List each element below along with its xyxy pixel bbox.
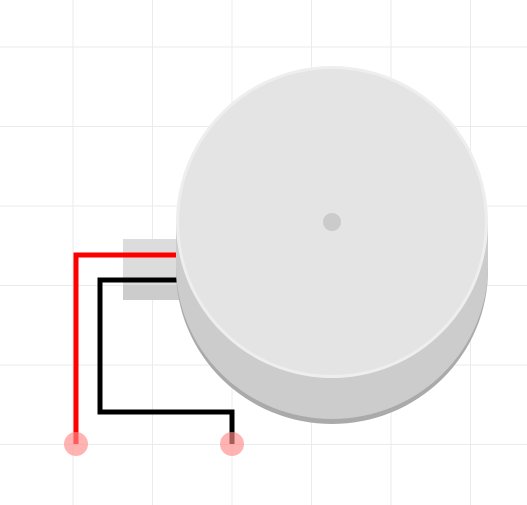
ground-wire[interactable] [97,277,235,444]
pin-positive[interactable] [64,432,88,456]
motor-shaft-hub [323,213,341,231]
motor-connector-lip [123,285,189,300]
pin-ground[interactable] [220,432,244,456]
positive-wire[interactable] [73,252,185,444]
